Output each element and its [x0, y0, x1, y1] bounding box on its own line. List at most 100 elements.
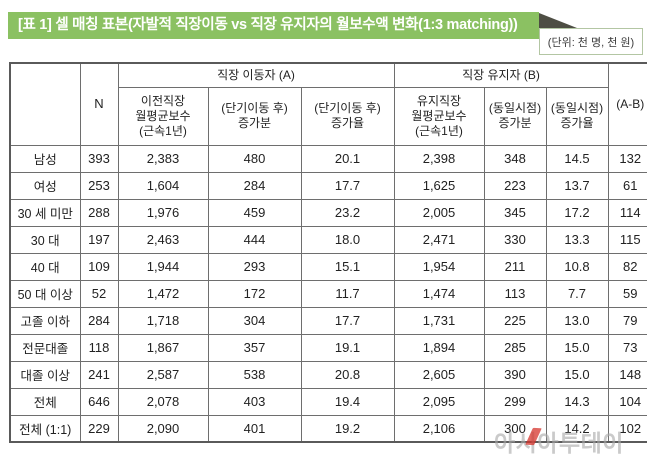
row-label: 50 대 이상: [9, 279, 81, 308]
cell-a-base: 1,718: [117, 306, 209, 335]
corner-empty-cell: [9, 62, 81, 146]
cell-b-rate: 13.3: [545, 225, 609, 254]
cell-b-base: 1,731: [393, 306, 485, 335]
cell-a-rate: 17.7: [300, 171, 395, 200]
cell-diff: 82: [607, 252, 647, 281]
table-row-total: 전체 646 2,078 403 19.4 2,095 299 14.3 104: [9, 387, 647, 416]
col-header-b-inc: (동일시점) 증가분: [483, 86, 547, 146]
cell-diff: 115: [607, 225, 647, 254]
table-row-highschool: 고졸 이하 284 1,718 304 17.7 1,731 225 13.0 79: [9, 306, 647, 335]
cell-diff: 79: [607, 306, 647, 335]
cell-b-inc: 223: [483, 171, 547, 200]
cell-a-base: 1,944: [117, 252, 209, 281]
group-header-stayers: 직장 유지자 (B): [393, 62, 609, 88]
cell-b-inc: 300: [483, 414, 547, 443]
cell-b-inc: 345: [483, 198, 547, 227]
cell-a-base: 2,463: [117, 225, 209, 254]
table-row-college: 전문대졸 118 1,867 357 19.1 1,894 285 15.0 73: [9, 333, 647, 362]
banner-fold-icon: [539, 13, 577, 28]
col-header-b-base: 유지직장 월평균보수 (근속1년): [393, 86, 485, 146]
cell-a-base: 1,472: [117, 279, 209, 308]
unit-note-text: (단위: 천 명, 천 원): [547, 36, 635, 49]
table-title-banner: [표 1] 셀 매칭 표본(자발적 직장이동 vs 직장 유지자의 월보수액 변…: [8, 12, 539, 39]
cell-b-base: 1,474: [393, 279, 485, 308]
cell-b-base: 2,398: [393, 144, 485, 173]
cell-n: 288: [79, 198, 119, 227]
cell-b-rate: 17.2: [545, 198, 609, 227]
cell-b-base: 1,954: [393, 252, 485, 281]
group-header-movers: 직장 이동자 (A): [117, 62, 395, 88]
cell-b-inc: 211: [483, 252, 547, 281]
cell-diff: 132: [607, 144, 647, 173]
table-row-female: 여성 253 1,604 284 17.7 1,625 223 13.7 61: [9, 171, 647, 200]
cell-a-inc: 401: [207, 414, 302, 443]
cell-diff: 61: [607, 171, 647, 200]
cell-a-rate: 23.2: [300, 198, 395, 227]
cell-b-rate: 15.0: [545, 333, 609, 362]
cell-n: 284: [79, 306, 119, 335]
cell-a-inc: 538: [207, 360, 302, 389]
cell-a-inc: 357: [207, 333, 302, 362]
cell-b-inc: 330: [483, 225, 547, 254]
col-header-a-rate: (단기이동 후) 증가율: [300, 86, 395, 146]
table-row-40s: 40 대 109 1,944 293 15.1 1,954 211 10.8 82: [9, 252, 647, 281]
cell-diff: 114: [607, 198, 647, 227]
table-row-male: 남성 393 2,383 480 20.1 2,398 348 14.5 132: [9, 144, 647, 173]
cell-a-inc: 480: [207, 144, 302, 173]
cell-b-inc: 285: [483, 333, 547, 362]
cell-diff: 102: [607, 414, 647, 443]
table-row-university: 대졸 이상 241 2,587 538 20.8 2,605 390 15.0 148: [9, 360, 647, 389]
cell-a-rate: 18.0: [300, 225, 395, 254]
cell-b-rate: 10.8: [545, 252, 609, 281]
cell-b-rate: 7.7: [545, 279, 609, 308]
cell-b-rate: 13.0: [545, 306, 609, 335]
cell-b-rate: 15.0: [545, 360, 609, 389]
cell-n: 52: [79, 279, 119, 308]
table-sub-header-row: 이전직장 월평균보수 (근속1년) (단기이동 후) 증가분 (단기이동 후) …: [10, 86, 647, 146]
cell-diff: 148: [607, 360, 647, 389]
cell-a-rate: 20.8: [300, 360, 395, 389]
table-row-under30: 30 세 미만 288 1,976 459 23.2 2,005 345 17.2 114: [9, 198, 647, 227]
cell-b-base: 2,095: [393, 387, 485, 416]
cell-a-rate: 19.1: [300, 333, 395, 362]
cell-b-base: 2,605: [393, 360, 485, 389]
cell-b-inc: 113: [483, 279, 547, 308]
cell-b-rate: 13.7: [545, 171, 609, 200]
cell-n: 253: [79, 171, 119, 200]
cell-a-base: 1,867: [117, 333, 209, 362]
cell-n: 229: [79, 414, 119, 443]
cell-b-inc: 299: [483, 387, 547, 416]
cell-b-rate: 14.3: [545, 387, 609, 416]
row-label: 전체 (1:1): [9, 414, 81, 443]
cell-a-base: 1,976: [117, 198, 209, 227]
row-label: 40 대: [9, 252, 81, 281]
cell-b-base: 2,106: [393, 414, 485, 443]
row-label: 여성: [9, 171, 81, 200]
cell-a-base: 2,090: [117, 414, 209, 443]
cell-n: 646: [79, 387, 119, 416]
cell-a-inc: 304: [207, 306, 302, 335]
cell-b-base: 1,625: [393, 171, 485, 200]
cell-b-base: 2,471: [393, 225, 485, 254]
row-label: 대졸 이상: [9, 360, 81, 389]
cell-b-inc: 348: [483, 144, 547, 173]
col-header-b-rate: (동일시점) 증가율: [545, 86, 609, 146]
cell-b-rate: 14.5: [545, 144, 609, 173]
cell-a-inc: 403: [207, 387, 302, 416]
cell-a-rate: 11.7: [300, 279, 395, 308]
col-header-a-base: 이전직장 월평균보수 (근속1년): [117, 86, 209, 146]
row-label: 30 대: [9, 225, 81, 254]
cell-a-rate: 19.4: [300, 387, 395, 416]
cell-a-rate: 17.7: [300, 306, 395, 335]
table-group-header-row: N 직장 이동자 (A) 직장 유지자 (B) (A-B): [9, 62, 647, 146]
cell-a-base: 1,604: [117, 171, 209, 200]
cell-a-inc: 284: [207, 171, 302, 200]
table-row-30s: 30 대 197 2,463 444 18.0 2,471 330 13.3 115: [9, 225, 647, 254]
cell-diff: 59: [607, 279, 647, 308]
row-label: 고졸 이하: [9, 306, 81, 335]
cell-diff: 73: [607, 333, 647, 362]
cell-n: 109: [79, 252, 119, 281]
cell-b-base: 1,894: [393, 333, 485, 362]
row-label: 30 세 미만: [9, 198, 81, 227]
